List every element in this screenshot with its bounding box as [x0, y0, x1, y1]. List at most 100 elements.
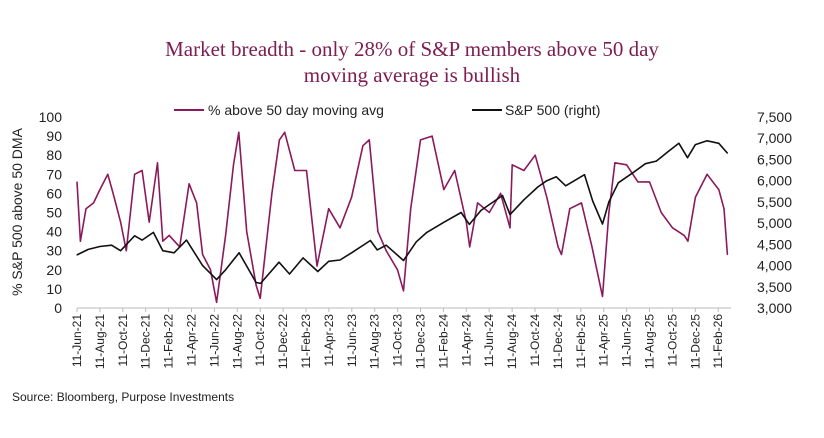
- data-point-pct: [723, 208, 725, 210]
- x-tick-label: 11-Dec-23: [414, 314, 428, 369]
- data-point-pct: [316, 265, 318, 267]
- data-point-sp500: [351, 252, 353, 254]
- y2-tick-label: 3,000: [757, 300, 792, 316]
- source-note: Source: Bloomberg, Purpose Investments: [12, 390, 235, 404]
- data-point-pct: [328, 208, 330, 210]
- y-tick-label: 40: [46, 224, 62, 240]
- data-point-pct: [168, 234, 170, 237]
- x-tick-label: 11-Aug-23: [368, 314, 382, 369]
- data-point-sp500: [76, 254, 78, 256]
- y2-tick-label: 5,000: [757, 215, 792, 231]
- data-point-pct: [148, 221, 150, 223]
- data-point-pct: [410, 208, 412, 210]
- data-point-pct: [196, 202, 198, 204]
- data-point-sp500: [501, 194, 504, 197]
- data-point-sp500: [555, 176, 557, 178]
- y-tick-label: 30: [46, 243, 62, 259]
- data-point-pct: [706, 173, 708, 175]
- data-point-sp500: [633, 171, 635, 173]
- x-tick-label: 11-Oct-22: [253, 314, 267, 367]
- data-point-pct: [580, 202, 583, 204]
- data-point-sp500: [339, 259, 341, 261]
- x-tick-label: 11-Dec-21: [139, 314, 153, 369]
- data-point-sp500: [523, 199, 525, 201]
- data-point-pct: [523, 169, 525, 172]
- series-line-sp500: [76, 140, 729, 285]
- data-point-pct: [614, 162, 616, 164]
- y2-tick-label: 4,500: [757, 236, 792, 252]
- data-point-sp500: [694, 143, 697, 146]
- data-point-pct: [546, 196, 548, 198]
- data-point-pct: [156, 162, 159, 164]
- x-tick-label: 11-Jun-25: [620, 314, 634, 367]
- data-point-sp500: [328, 260, 330, 262]
- data-point-pct: [671, 227, 674, 229]
- data-point-sp500: [583, 174, 586, 176]
- y-tick-label: 0: [54, 300, 62, 316]
- data-point-pct: [509, 227, 511, 229]
- data-point-pct: [402, 290, 405, 292]
- data-point-pct: [560, 253, 563, 256]
- data-point-sp500: [302, 257, 304, 259]
- data-point-sp500: [686, 157, 689, 159]
- series-lines: [76, 131, 729, 304]
- y-tick-label: 60: [46, 185, 62, 201]
- data-point-pct: [99, 188, 101, 191]
- x-tick-label: 11-Apr-24: [459, 314, 473, 367]
- data-point-pct: [396, 269, 399, 271]
- y-tick-label: 20: [46, 262, 62, 278]
- data-point-pct: [271, 192, 273, 194]
- data-point-sp500: [601, 223, 604, 225]
- x-tick-label: 11-Jun-21: [70, 314, 84, 367]
- data-point-pct: [255, 284, 257, 286]
- data-point-pct: [362, 145, 364, 147]
- data-point-pct: [694, 196, 697, 198]
- y-tick-label: 70: [46, 166, 62, 182]
- data-point-pct: [477, 202, 479, 204]
- y-axis-label: % S&P 500 above 50 DMA: [9, 127, 25, 296]
- x-tick-label: 11-Aug-21: [93, 314, 107, 369]
- data-point-pct: [683, 234, 685, 237]
- data-point-sp500: [162, 250, 164, 252]
- x-tick-label: 11-Oct-25: [665, 314, 679, 367]
- y-tick-label: 80: [46, 147, 62, 163]
- data-point-sp500: [288, 273, 291, 275]
- data-point-sp500: [426, 231, 428, 234]
- data-point-pct: [351, 196, 353, 198]
- x-tick-label: 11-Apr-22: [185, 314, 199, 367]
- data-point-pct: [202, 253, 204, 256]
- data-point-pct: [120, 221, 122, 223]
- data-point-pct: [591, 246, 593, 248]
- x-tick-label: 11-Apr-23: [322, 314, 336, 367]
- chart-title: Market breadth - only 28% of S&P members…: [0, 36, 824, 88]
- data-point-pct: [305, 169, 308, 172]
- data-point-pct: [162, 240, 164, 242]
- data-point-pct: [125, 250, 127, 252]
- data-point-sp500: [706, 140, 708, 142]
- x-tick-label: 11-Apr-25: [597, 314, 611, 367]
- y-tick-label: 90: [46, 128, 62, 144]
- data-point-pct: [339, 227, 341, 229]
- x-tick-label: 11-Aug-25: [643, 314, 657, 369]
- data-point-pct: [232, 164, 235, 166]
- x-tick-label: 11-Feb-24: [436, 314, 450, 369]
- data-point-sp500: [678, 142, 680, 144]
- data-point-sp500: [617, 182, 619, 184]
- data-point-pct: [488, 211, 490, 214]
- data-point-pct: [569, 208, 571, 210]
- x-tick-label: 11-Dec-24: [551, 314, 565, 369]
- data-point-sp500: [644, 163, 647, 165]
- data-point-pct: [469, 246, 471, 248]
- data-point-sp500: [537, 186, 539, 188]
- data-point-pct: [278, 139, 280, 141]
- y2-tick-label: 6,500: [757, 151, 792, 167]
- data-point-sp500: [278, 261, 280, 263]
- data-point-pct: [454, 169, 456, 172]
- data-point-pct: [246, 231, 248, 233]
- y-tick-label: 100: [39, 109, 63, 125]
- x-tick-label: 11-Aug-24: [505, 314, 519, 369]
- data-point-sp500: [592, 200, 594, 202]
- data-point-sp500: [655, 160, 657, 162]
- data-point-sp500: [460, 211, 462, 214]
